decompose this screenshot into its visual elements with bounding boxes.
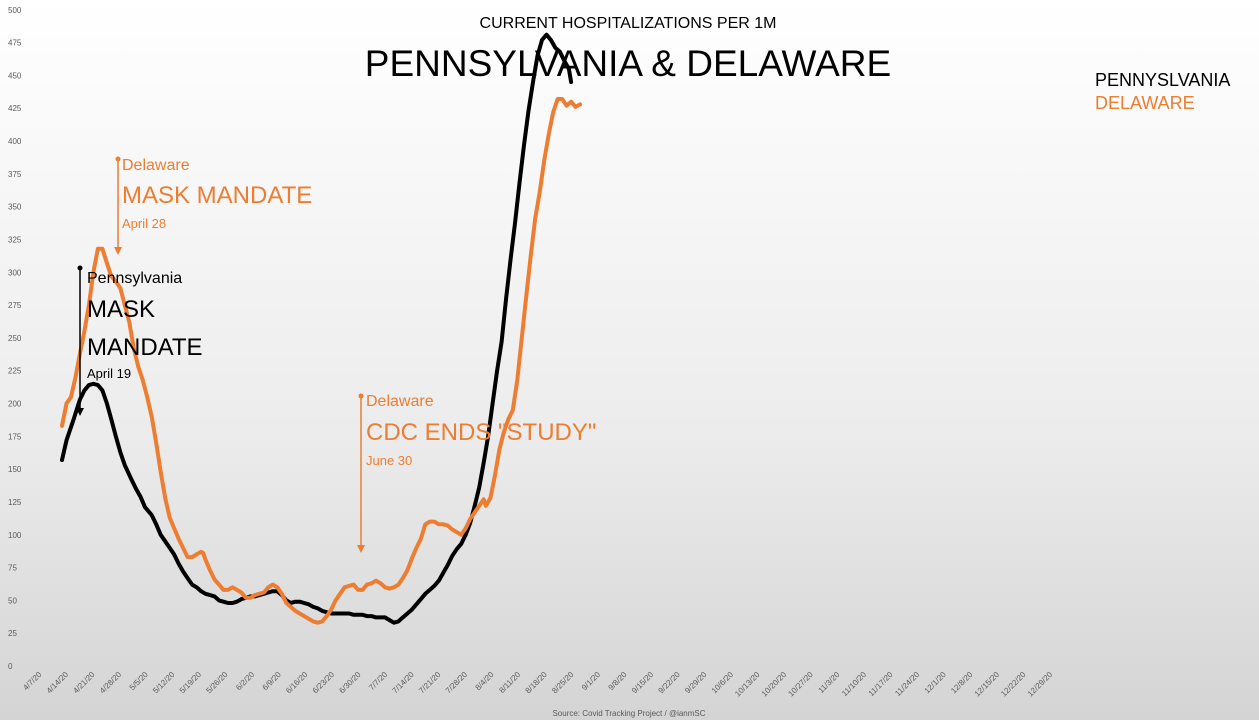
- series-line-pennsylvania: [60, 32, 574, 625]
- x-tick-label: 6/2/20: [234, 670, 256, 692]
- annotation-dot: [77, 265, 83, 271]
- x-tick-label: 8/4/20: [474, 670, 496, 692]
- x-tick-label: 4/7/20: [21, 670, 43, 692]
- annotation-text-line-1: MASK: [87, 296, 155, 323]
- x-tick-label: 12/1/20: [923, 670, 949, 696]
- annotation-delaware-cdc: Delaware CDC ENDS "STUDY" June 30: [357, 393, 596, 553]
- x-tick-label: 6/23/20: [311, 670, 337, 696]
- annotation-text: MASK MANDATE: [122, 182, 312, 209]
- x-tick-label: 11/17/20: [867, 670, 895, 698]
- annotation-date: April 19: [87, 366, 131, 381]
- x-axis: 4/7/20 4/14/20 4/21/20 4/28/20 5/5/20 5/12/20…: [21, 670, 1054, 699]
- x-tick-label: 7/14/20: [391, 670, 417, 696]
- annotation-state: Delaware: [122, 157, 190, 174]
- annotation-dot: [358, 393, 364, 399]
- x-tick-label: 4/21/20: [71, 670, 97, 696]
- x-tick-label: 10/20/20: [760, 670, 789, 699]
- x-tick-label: 4/28/20: [98, 670, 124, 696]
- y-tick-label: 300: [8, 268, 22, 277]
- y-tick-label: 25: [8, 629, 17, 638]
- annotation-state: Pennsylvania: [87, 270, 182, 287]
- annotation-text: CDC ENDS "STUDY": [366, 419, 596, 446]
- x-tick-label: 6/9/20: [261, 670, 283, 692]
- x-tick-label: 9/1/20: [580, 670, 602, 692]
- x-tick-label: 7/28/20: [444, 670, 470, 696]
- annotation-text-line-2: MANDATE: [87, 334, 203, 361]
- series-label-delaware: DELAWARE: [1095, 93, 1195, 113]
- chart-subtitle: CURRENT HOSPITALIZATIONS PER 1M: [480, 15, 777, 32]
- x-tick-label: 11/3/20: [817, 670, 842, 695]
- y-tick-label: 225: [8, 367, 22, 376]
- x-tick-label: 12/15/20: [973, 670, 1002, 699]
- x-tick-label: 5/19/20: [178, 670, 204, 696]
- x-tick-label: 7/21/20: [417, 670, 443, 696]
- annotation-date: June 30: [366, 453, 412, 468]
- y-tick-label: 175: [8, 432, 22, 441]
- y-tick-label: 275: [8, 301, 22, 310]
- x-tick-label: 10/27/20: [786, 670, 815, 699]
- annotation-pennsylvania-mask: Pennsylvania MASK MANDATE April 19: [76, 265, 203, 416]
- y-tick-label: 75: [8, 564, 17, 573]
- x-tick-label: 5/12/20: [151, 670, 177, 696]
- x-tick-label: 4/14/20: [45, 670, 71, 696]
- y-tick-label: 100: [8, 531, 22, 540]
- y-tick-label: 450: [8, 71, 22, 80]
- annotation-arrowhead: [114, 247, 122, 255]
- x-tick-label: 8/11/20: [497, 670, 522, 695]
- x-tick-label: 11/24/20: [893, 670, 921, 698]
- y-tick-label: 325: [8, 235, 22, 244]
- y-tick-label: 150: [8, 465, 22, 474]
- x-tick-label: 5/5/20: [128, 670, 150, 692]
- annotation-state: Delaware: [366, 393, 434, 410]
- series-lines: [60, 32, 583, 625]
- annotation-date: April 28: [122, 216, 166, 231]
- x-tick-label: 12/22/20: [999, 670, 1028, 699]
- y-axis: 0 25 50 75 100 125 150 175 200 225 250 275 300 325 350…: [8, 6, 22, 671]
- x-tick-label: 12/8/20: [949, 670, 975, 696]
- y-tick-label: 250: [8, 334, 22, 343]
- annotation-dot: [115, 156, 121, 162]
- chart-title: PENNSYLVANIA & DELAWARE: [365, 43, 891, 84]
- y-tick-label: 125: [8, 498, 22, 507]
- y-tick-label: 475: [8, 39, 22, 48]
- x-tick-label: 11/10/20: [840, 670, 868, 698]
- x-tick-label: 9/8/20: [607, 670, 629, 692]
- series-line-delaware: [60, 97, 583, 625]
- x-tick-label: 9/22/20: [657, 670, 683, 696]
- y-tick-label: 50: [8, 596, 17, 605]
- x-tick-label: 12/29/20: [1026, 670, 1055, 699]
- y-tick-label: 425: [8, 104, 22, 113]
- annotation-arrowhead: [357, 545, 365, 553]
- y-tick-label: 200: [8, 400, 22, 409]
- x-tick-label: 10/13/20: [733, 670, 762, 699]
- x-tick-label: 9/29/20: [683, 670, 709, 696]
- x-tick-label: 6/30/20: [337, 670, 363, 696]
- x-tick-label: 8/25/20: [550, 670, 576, 696]
- x-tick-label: 8/18/20: [524, 670, 550, 696]
- y-tick-label: 400: [8, 137, 22, 146]
- y-tick-label: 350: [8, 203, 22, 212]
- x-tick-label: 10/6/20: [710, 670, 736, 696]
- y-tick-label: 0: [8, 662, 13, 671]
- y-tick-label: 500: [8, 6, 22, 15]
- y-tick-label: 375: [8, 170, 22, 179]
- x-tick-label: 9/15/20: [630, 670, 656, 696]
- series-label-pennsylvania: PENNYSLVANIA: [1095, 70, 1230, 90]
- x-tick-label: 7/7/20: [367, 670, 389, 692]
- annotation-delaware-mask: Delaware MASK MANDATE April 28: [114, 156, 312, 255]
- x-tick-label: 5/26/20: [204, 670, 230, 696]
- source-note: Source: Covid Tracking Project / @ianmSC: [552, 709, 705, 718]
- x-tick-label: 6/16/20: [284, 670, 310, 696]
- annotation-arrowhead: [76, 408, 84, 416]
